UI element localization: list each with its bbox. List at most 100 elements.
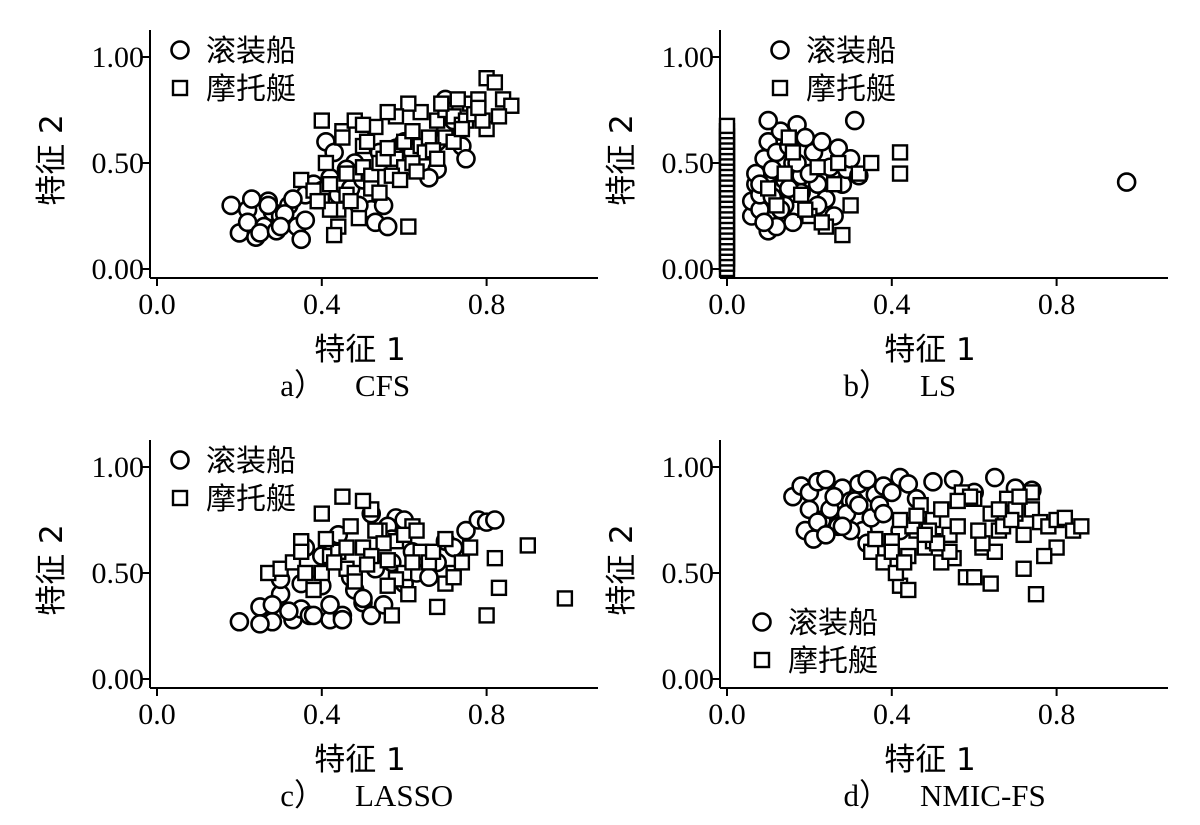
data-point-circle (873, 503, 894, 524)
x-tick-label: 0.0 (708, 288, 746, 321)
legend-label-roro-ship: 滚装船 (206, 444, 296, 479)
data-point-square (784, 144, 802, 161)
legend-label-roro-ship: 滚装船 (788, 606, 878, 641)
legend-label-motorboat: 摩托艇 (788, 644, 878, 679)
data-point-square (346, 573, 363, 590)
x-axis-label: 特征 1 (884, 742, 976, 778)
data-point-square (317, 154, 335, 172)
x-tick-label: 0.4 (303, 698, 341, 731)
data-point-circle (279, 601, 299, 621)
data-point-square (1048, 539, 1065, 556)
x-tick-label: 0.4 (873, 288, 911, 321)
data-point-square (309, 192, 326, 210)
data-point-square (1023, 501, 1041, 518)
data-point-circle (824, 486, 844, 507)
legend-label-motorboat: 摩托艇 (806, 72, 896, 107)
data-point-square (449, 91, 466, 108)
data-point-square (900, 581, 917, 599)
data-point-circle (984, 467, 1005, 488)
data-point-circle (844, 110, 865, 131)
legend-label-motorboat: 摩托艇 (206, 482, 296, 517)
data-point-circle (262, 594, 283, 615)
data-point-circle (857, 469, 877, 490)
data-point-square (1015, 526, 1032, 544)
data-point-square (490, 108, 508, 125)
data-point-circle (456, 520, 476, 541)
data-point-square (1027, 586, 1045, 603)
data-point-square (556, 590, 574, 607)
data-point-square (338, 165, 355, 182)
data-point-square (412, 103, 429, 121)
data-point-circle (754, 212, 774, 233)
data-point-square (424, 543, 442, 560)
data-point-circle (943, 469, 964, 490)
data-point-circle (250, 223, 270, 243)
data-point-square (916, 526, 933, 544)
data-point-square (891, 165, 909, 182)
x-tick-label: 0.4 (873, 698, 911, 731)
data-point-square (486, 549, 504, 567)
data-point-square (350, 209, 368, 227)
data-point-square (842, 197, 859, 214)
x-tick-label: 0.0 (138, 288, 176, 321)
data-point-square (358, 556, 376, 573)
data-point-circle (320, 594, 340, 615)
data-point-circle (881, 482, 902, 503)
caption-letter: c） (280, 778, 325, 813)
data-point-circle (241, 189, 262, 209)
data-point-square (834, 226, 851, 244)
data-point-square (334, 129, 351, 146)
data-point-square (1003, 511, 1020, 529)
data-point-square (379, 577, 396, 594)
data-point-square (334, 488, 351, 505)
data-point-square (354, 116, 372, 134)
y-tick-label: 1.00 (92, 41, 145, 74)
data-point-square (317, 530, 335, 548)
data-point-circle (849, 495, 869, 515)
caption-method: CFS (355, 368, 410, 403)
data-point-square (718, 117, 736, 135)
y-tick-label: 0.50 (92, 557, 145, 590)
data-point-circle (332, 609, 353, 630)
data-point-square (433, 95, 450, 112)
y-tick-label: 0.00 (92, 663, 145, 696)
data-point-square (895, 554, 913, 571)
data-point-square (305, 581, 322, 599)
data-point-circle (485, 510, 505, 530)
data-point-square (908, 507, 925, 524)
data-point-circle (258, 195, 279, 216)
legend-square-marker (753, 651, 771, 669)
data-point-circle (250, 614, 270, 634)
data-point-square (941, 543, 958, 560)
data-point-square (990, 501, 1008, 518)
data-point-circle (758, 110, 779, 131)
data-point-square (404, 554, 421, 571)
y-axis-label: 特征 2 (34, 114, 70, 206)
x-tick-label: 0.8 (468, 698, 506, 731)
y-axis-label: 特征 2 (604, 524, 640, 616)
data-point-square (404, 122, 421, 140)
x-axis-label: 特征 1 (314, 742, 406, 778)
data-point-square (367, 522, 384, 539)
y-tick-label: 0.50 (662, 147, 715, 180)
data-point-square (293, 171, 310, 189)
data-point-square (780, 129, 797, 146)
data-point-square (792, 186, 810, 204)
data-point-square (1056, 509, 1074, 527)
data-point-square (825, 175, 843, 193)
data-point-circle (291, 229, 312, 250)
data-point-square (470, 99, 487, 117)
data-point-square (760, 180, 777, 197)
data-point-square (1011, 488, 1028, 505)
data-point-square (1036, 547, 1053, 565)
series-motorboat (718, 117, 909, 278)
data-point-square (768, 197, 785, 214)
data-point-square (776, 165, 793, 182)
legend-circle-marker (170, 40, 190, 60)
legend-label-roro-ship: 滚装船 (806, 34, 896, 69)
x-tick-label: 0.4 (303, 288, 341, 321)
